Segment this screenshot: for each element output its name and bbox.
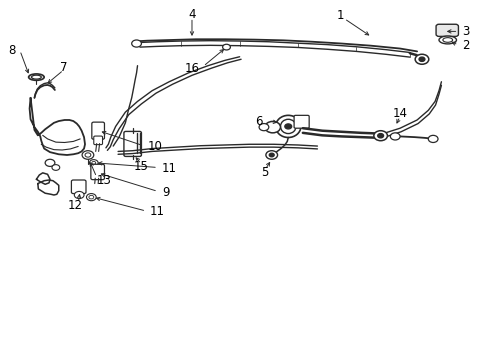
Text: 14: 14: [392, 107, 407, 120]
Circle shape: [45, 159, 55, 166]
Text: 2: 2: [461, 39, 469, 52]
Circle shape: [373, 131, 386, 141]
Text: 7: 7: [60, 61, 67, 74]
FancyBboxPatch shape: [92, 122, 104, 139]
Text: 1: 1: [336, 9, 344, 22]
Circle shape: [89, 195, 94, 199]
Text: 4: 4: [188, 8, 195, 21]
Text: 15: 15: [134, 160, 148, 173]
Circle shape: [418, 57, 424, 62]
Circle shape: [264, 121, 280, 133]
Circle shape: [269, 153, 274, 157]
Text: 13: 13: [96, 174, 111, 186]
Text: 6: 6: [255, 114, 263, 127]
Text: 11: 11: [149, 205, 164, 218]
Text: 9: 9: [162, 186, 169, 199]
Text: 5: 5: [261, 166, 268, 179]
Circle shape: [222, 44, 230, 50]
Circle shape: [89, 159, 98, 166]
Ellipse shape: [29, 74, 44, 80]
Circle shape: [285, 124, 291, 129]
Circle shape: [389, 133, 399, 140]
Ellipse shape: [275, 115, 300, 138]
Ellipse shape: [442, 38, 452, 42]
Circle shape: [414, 54, 428, 64]
Circle shape: [86, 194, 96, 201]
Circle shape: [85, 153, 91, 157]
FancyBboxPatch shape: [293, 115, 308, 128]
Text: 12: 12: [68, 199, 82, 212]
Text: 16: 16: [184, 62, 200, 75]
FancyBboxPatch shape: [123, 131, 141, 157]
Text: 8: 8: [9, 44, 16, 57]
FancyBboxPatch shape: [435, 24, 458, 36]
FancyBboxPatch shape: [71, 180, 86, 194]
Ellipse shape: [31, 75, 41, 79]
Text: 10: 10: [147, 140, 162, 153]
Circle shape: [265, 151, 277, 159]
Circle shape: [82, 151, 94, 159]
Ellipse shape: [438, 36, 456, 44]
Ellipse shape: [280, 119, 295, 134]
Text: 11: 11: [162, 162, 177, 175]
FancyBboxPatch shape: [91, 164, 104, 180]
Circle shape: [52, 165, 60, 170]
FancyBboxPatch shape: [94, 136, 102, 145]
Circle shape: [377, 134, 383, 138]
Circle shape: [131, 40, 141, 47]
Circle shape: [74, 192, 84, 199]
Text: 3: 3: [461, 25, 469, 38]
Circle shape: [92, 161, 96, 164]
Circle shape: [259, 123, 268, 131]
Circle shape: [427, 135, 437, 143]
